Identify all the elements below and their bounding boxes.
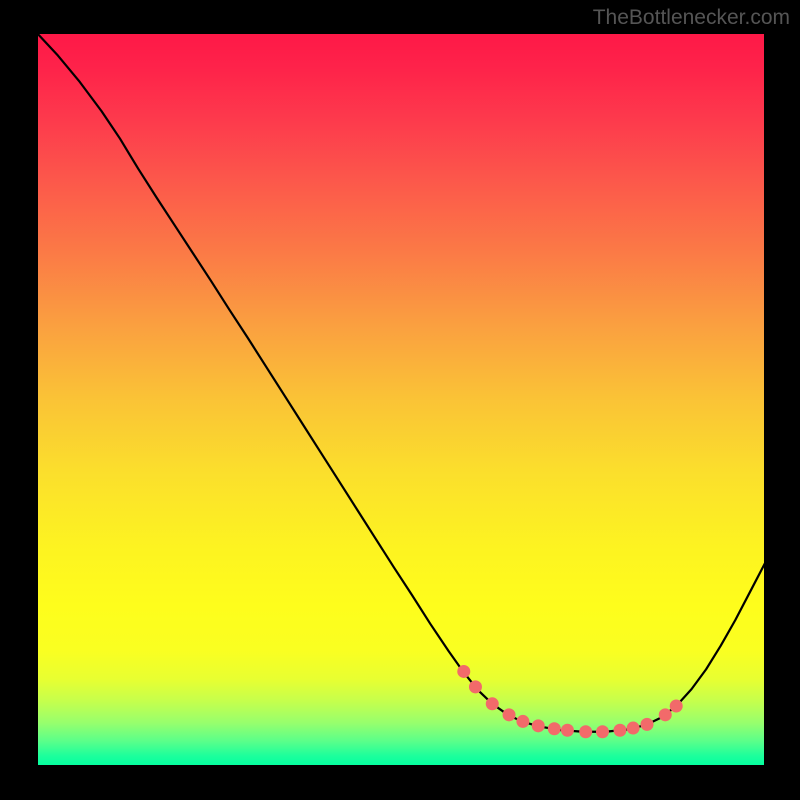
data-marker <box>503 708 516 721</box>
data-marker <box>561 724 574 737</box>
data-marker <box>486 697 499 710</box>
data-marker <box>469 680 482 693</box>
data-marker <box>659 708 672 721</box>
data-marker <box>627 722 640 735</box>
data-marker <box>614 724 627 737</box>
data-marker <box>548 722 561 735</box>
data-marker <box>457 665 470 678</box>
data-marker <box>670 700 683 713</box>
chart-container <box>36 32 766 767</box>
watermark-text: TheBottlenecker.com <box>593 6 790 30</box>
chart-background <box>36 32 766 767</box>
data-marker <box>516 715 529 728</box>
data-marker <box>579 725 592 738</box>
data-marker <box>532 719 545 732</box>
chart-svg <box>36 32 766 767</box>
data-marker <box>641 718 654 731</box>
data-marker <box>596 725 609 738</box>
